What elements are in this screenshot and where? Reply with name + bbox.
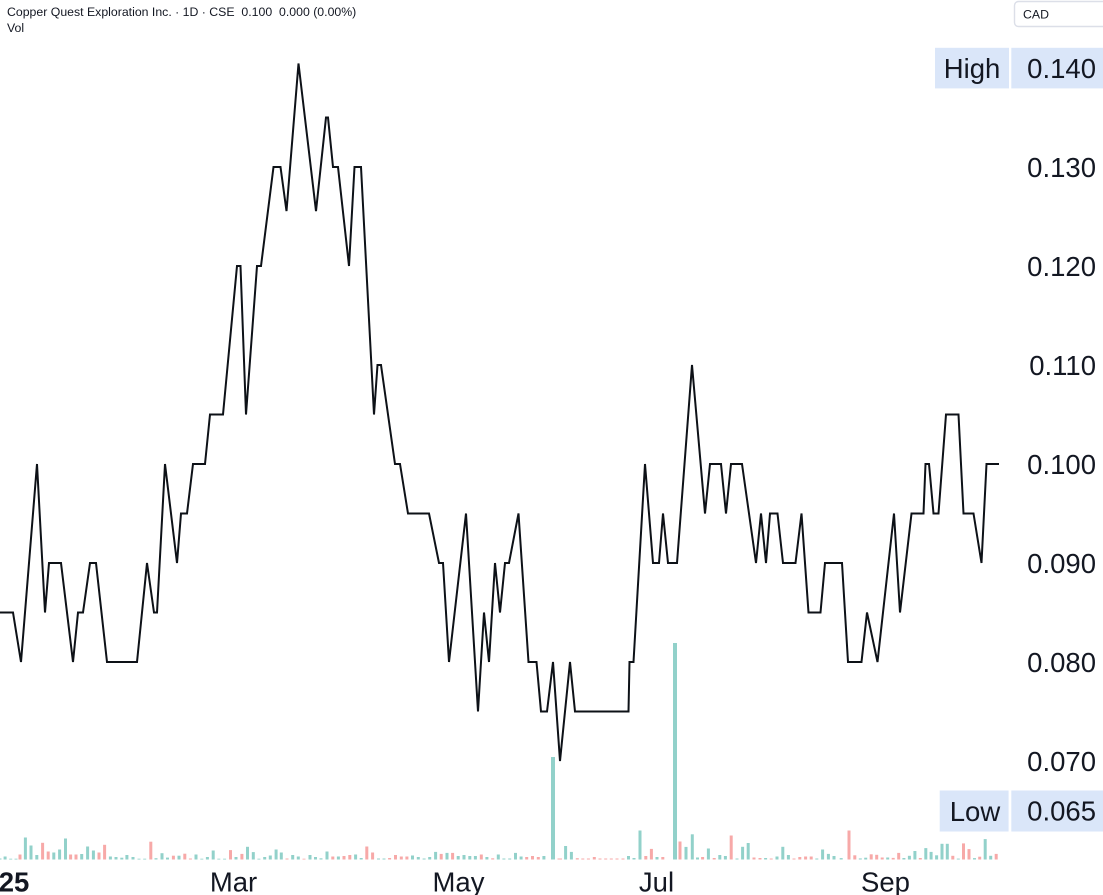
svg-text:0.070: 0.070	[1027, 746, 1096, 777]
svg-text:Low: Low	[950, 796, 1001, 827]
svg-text:Mar: Mar	[210, 867, 257, 895]
svg-text:0.065: 0.065	[1027, 795, 1096, 826]
svg-text:Vol: Vol	[7, 21, 24, 35]
svg-text:0.080: 0.080	[1027, 647, 1096, 678]
svg-text:0.130: 0.130	[1027, 152, 1096, 183]
svg-text:0.090: 0.090	[1027, 548, 1096, 579]
svg-text:Copper Quest Exploration Inc.: Copper Quest Exploration Inc. · 1D · CSE…	[7, 5, 356, 19]
svg-text:25: 25	[0, 867, 29, 895]
svg-text:0.140: 0.140	[1027, 53, 1096, 84]
svg-text:0.120: 0.120	[1027, 251, 1096, 282]
svg-text:Sep: Sep	[861, 867, 910, 895]
svg-text:0.110: 0.110	[1029, 350, 1096, 381]
svg-text:High: High	[944, 53, 1001, 84]
svg-text:0.100: 0.100	[1027, 449, 1096, 480]
svg-text:May: May	[433, 867, 485, 895]
svg-text:Jul: Jul	[639, 867, 674, 895]
svg-text:CAD: CAD	[1023, 8, 1049, 22]
